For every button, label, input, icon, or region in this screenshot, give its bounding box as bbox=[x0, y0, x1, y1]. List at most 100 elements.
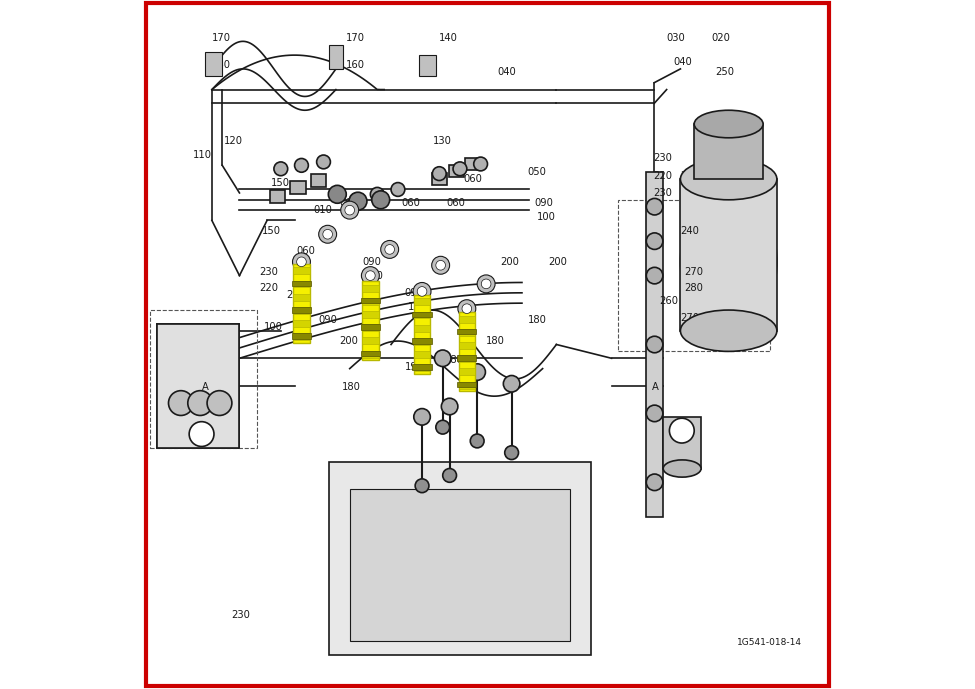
Circle shape bbox=[505, 446, 519, 460]
Bar bbox=[413, 295, 430, 373]
Text: 230: 230 bbox=[653, 154, 672, 163]
Circle shape bbox=[477, 275, 495, 293]
Bar bbox=[361, 298, 380, 303]
Bar bbox=[413, 351, 430, 358]
Circle shape bbox=[413, 409, 430, 425]
Bar bbox=[361, 325, 380, 330]
Text: 030: 030 bbox=[667, 33, 685, 43]
Circle shape bbox=[350, 193, 364, 207]
Bar bbox=[412, 311, 432, 317]
Circle shape bbox=[417, 287, 427, 296]
Text: 100: 100 bbox=[365, 271, 384, 280]
Text: 220: 220 bbox=[258, 283, 278, 293]
Text: A: A bbox=[202, 382, 209, 392]
Circle shape bbox=[274, 162, 288, 176]
Bar bbox=[270, 190, 285, 203]
Circle shape bbox=[413, 282, 431, 300]
Bar bbox=[293, 320, 310, 327]
Bar bbox=[157, 324, 240, 448]
Text: 180: 180 bbox=[486, 336, 504, 346]
Bar bbox=[458, 342, 475, 349]
Bar bbox=[457, 329, 477, 334]
Text: 040: 040 bbox=[498, 68, 517, 77]
Bar bbox=[292, 280, 311, 286]
Circle shape bbox=[292, 253, 310, 271]
Circle shape bbox=[329, 185, 346, 203]
Bar bbox=[361, 351, 380, 356]
Bar bbox=[413, 364, 430, 371]
Circle shape bbox=[646, 267, 663, 284]
Circle shape bbox=[462, 304, 472, 313]
Circle shape bbox=[470, 434, 484, 448]
Text: 180: 180 bbox=[341, 382, 361, 392]
Bar bbox=[412, 364, 432, 370]
Bar bbox=[413, 311, 430, 318]
Text: 240: 240 bbox=[681, 226, 699, 236]
Text: 230: 230 bbox=[258, 267, 278, 277]
Bar bbox=[418, 55, 436, 76]
Text: 140: 140 bbox=[440, 33, 458, 43]
Text: 270: 270 bbox=[681, 313, 699, 323]
Bar bbox=[432, 173, 447, 185]
Circle shape bbox=[646, 405, 663, 422]
Text: 060: 060 bbox=[296, 247, 315, 256]
Text: 020: 020 bbox=[712, 33, 730, 43]
Ellipse shape bbox=[681, 186, 777, 338]
Bar bbox=[350, 489, 570, 641]
Circle shape bbox=[380, 240, 399, 258]
Bar bbox=[458, 329, 475, 336]
Bar bbox=[291, 181, 305, 194]
Bar bbox=[362, 285, 378, 291]
Circle shape bbox=[415, 479, 429, 493]
Bar bbox=[457, 382, 477, 387]
Text: 180: 180 bbox=[445, 355, 464, 364]
Circle shape bbox=[442, 398, 458, 415]
Text: 190: 190 bbox=[405, 362, 424, 371]
Circle shape bbox=[323, 229, 332, 239]
Text: 150: 150 bbox=[271, 178, 291, 187]
Text: 180: 180 bbox=[527, 316, 546, 325]
Bar bbox=[412, 338, 432, 344]
Bar bbox=[663, 417, 701, 469]
Bar bbox=[293, 333, 310, 340]
Bar bbox=[293, 264, 310, 343]
Text: 060: 060 bbox=[447, 198, 465, 208]
Text: A: A bbox=[679, 426, 685, 435]
Text: 010: 010 bbox=[313, 205, 332, 215]
Circle shape bbox=[436, 260, 446, 270]
Text: 270: 270 bbox=[683, 267, 703, 277]
Bar bbox=[362, 338, 378, 344]
Text: 220: 220 bbox=[653, 171, 672, 181]
Bar bbox=[311, 174, 327, 187]
Circle shape bbox=[646, 336, 663, 353]
Text: 200: 200 bbox=[548, 257, 567, 267]
Bar bbox=[329, 462, 591, 655]
Circle shape bbox=[474, 157, 488, 171]
Bar bbox=[694, 124, 763, 179]
Bar bbox=[205, 52, 222, 76]
Circle shape bbox=[436, 420, 449, 434]
Bar bbox=[618, 200, 770, 351]
Text: 100: 100 bbox=[537, 212, 556, 222]
Text: 120: 120 bbox=[224, 136, 244, 146]
Bar bbox=[448, 165, 464, 177]
Text: 050: 050 bbox=[527, 167, 546, 177]
Bar bbox=[413, 325, 430, 331]
Circle shape bbox=[169, 391, 193, 415]
Text: 200: 200 bbox=[339, 336, 358, 346]
Bar bbox=[458, 316, 475, 322]
Text: 210: 210 bbox=[681, 171, 699, 181]
Bar bbox=[293, 307, 310, 314]
Bar bbox=[150, 310, 256, 448]
Circle shape bbox=[371, 191, 390, 209]
Bar bbox=[457, 356, 477, 361]
Circle shape bbox=[435, 350, 451, 367]
Circle shape bbox=[370, 187, 384, 201]
Circle shape bbox=[345, 205, 355, 215]
Text: A: A bbox=[198, 429, 205, 439]
Bar bbox=[292, 307, 311, 313]
Text: 1G541-018-14: 1G541-018-14 bbox=[737, 637, 801, 647]
Text: 090: 090 bbox=[534, 198, 553, 208]
Bar bbox=[458, 369, 475, 376]
Circle shape bbox=[319, 225, 336, 243]
